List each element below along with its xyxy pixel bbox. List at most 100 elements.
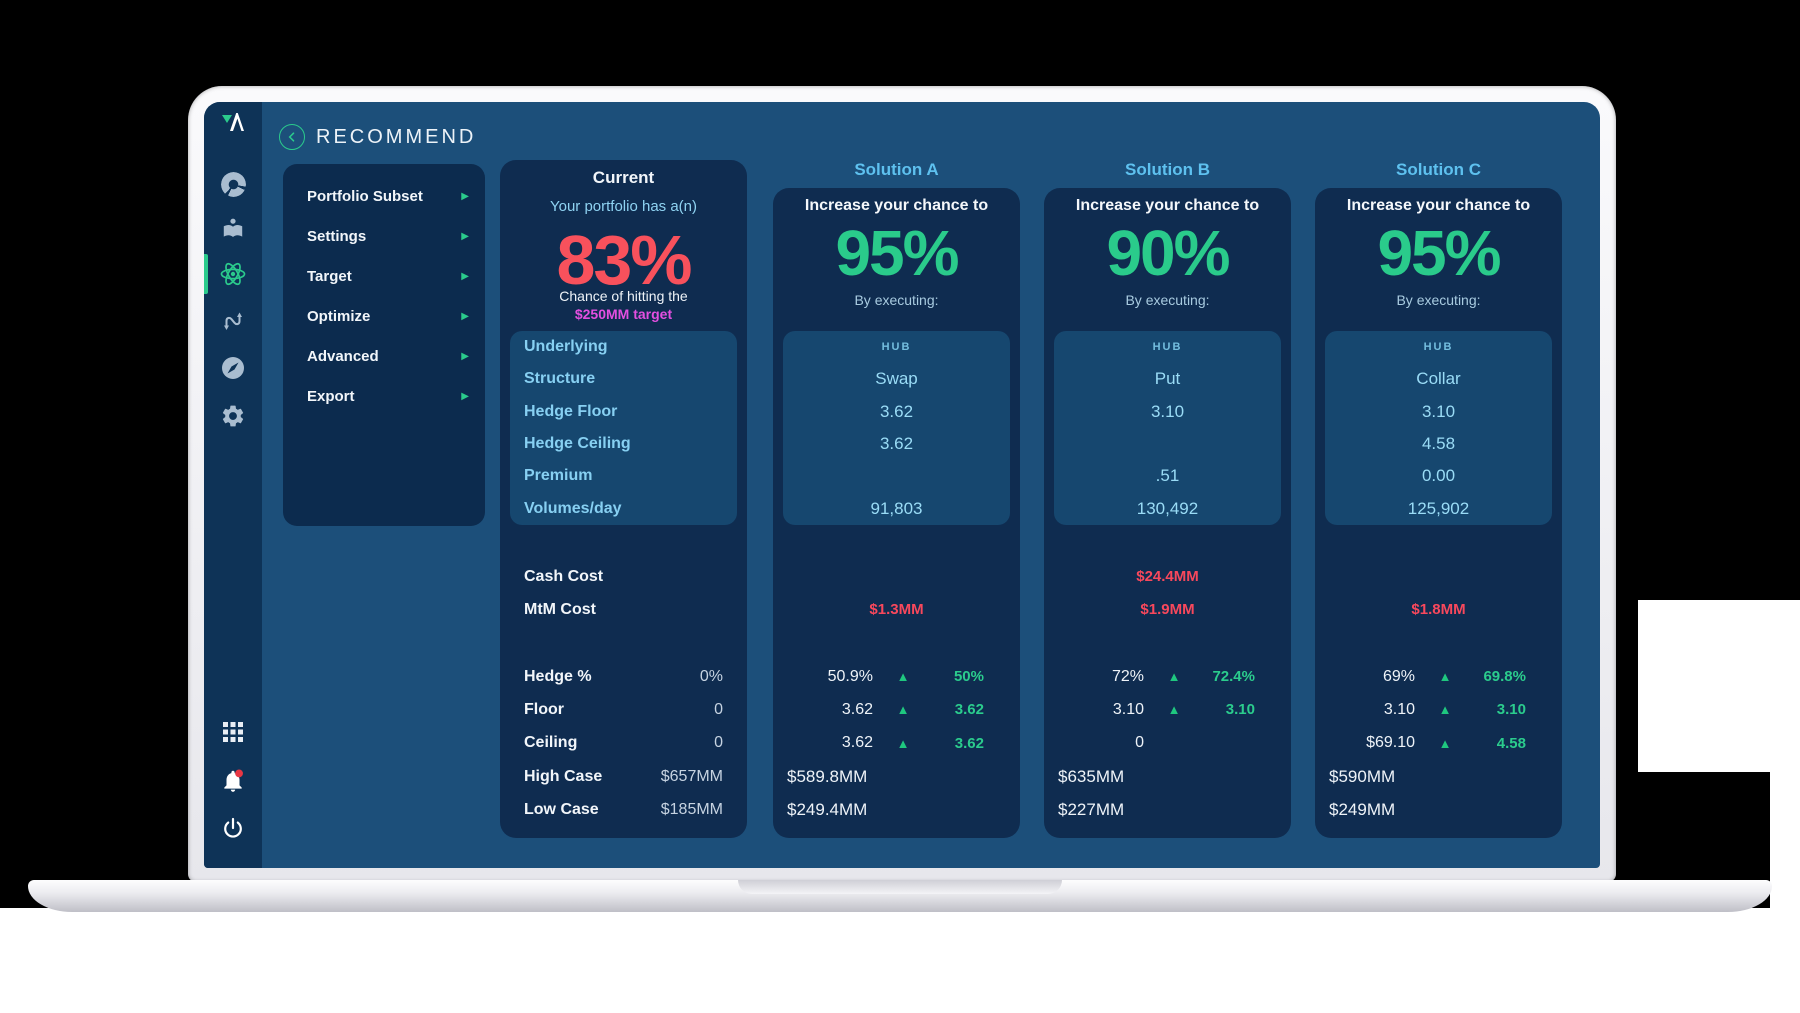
up-triangle-icon: ▲: [1438, 669, 1452, 685]
sidebar-item-education[interactable]: [213, 209, 253, 249]
app-logo[interactable]: [213, 102, 253, 142]
background-artifact: [1770, 772, 1800, 912]
solution-values-panel: HUB Collar 3.10 4.58 0.00 125,902: [1325, 331, 1552, 525]
menu-item-target[interactable]: Target ▶: [307, 267, 469, 285]
solution-lead: Increase your chance to: [1075, 197, 1260, 214]
row-labels-panel: Underlying Structure Hedge Floor Hedge C…: [510, 331, 737, 525]
low-case-value: $227MM: [1058, 799, 1125, 819]
menu-item-settings[interactable]: Settings ▶: [307, 227, 469, 245]
menu-item-advanced[interactable]: Advanced ▶: [307, 347, 469, 365]
menu-item-export[interactable]: Export ▶: [307, 387, 469, 405]
cash-cost-label: Cash Cost: [524, 567, 604, 585]
floor-comparison: 3.62 ▲ 3.62: [841, 700, 984, 719]
target-amount: $250MM target: [574, 306, 673, 322]
hedge-percent-comparison: 50.9% ▲ 50%: [827, 667, 984, 686]
background-artifact: [1638, 600, 1800, 772]
hedge-ceiling-value: [1054, 428, 1281, 460]
solution-card[interactable]: Increase your chance to 90% By executing…: [1044, 188, 1291, 838]
up-triangle-icon: ▲: [1167, 669, 1181, 685]
floor-comparison: 3.10 ▲ 3.10: [1112, 700, 1255, 719]
education-icon: [223, 218, 243, 238]
solution-title: Solution A: [854, 160, 939, 179]
structure-value: Swap: [875, 369, 918, 389]
hub-label: HUB: [1152, 341, 1183, 354]
hedge-floor-value: 3.62: [879, 401, 914, 421]
hub-label: HUB: [881, 341, 912, 354]
sidebar-item-trades[interactable]: [213, 302, 253, 342]
hedge-ceiling-value: 4.58: [1421, 434, 1456, 454]
stat-row: Ceiling 0: [524, 734, 723, 752]
laptop-notch: [738, 880, 1062, 894]
sidebar-item-optimize[interactable]: [213, 254, 253, 294]
structure-value: Collar: [1416, 369, 1461, 389]
hedge-percent-comparison: 69% ▲ 69.8%: [1382, 667, 1526, 686]
row-label: Volumes/day: [524, 499, 622, 517]
solution-column: Solution A Increase your chance to 95% B…: [773, 160, 1020, 838]
volumes-value: 125,902: [1407, 498, 1470, 518]
sidebar-item-explore[interactable]: [213, 348, 253, 388]
solution-chance-percent: 90%: [1106, 217, 1230, 289]
submenu-arrow-icon: ▶: [461, 230, 469, 242]
row-label: Hedge Ceiling: [524, 435, 631, 453]
solution-sub: By executing:: [854, 292, 939, 308]
bell-icon: [224, 769, 243, 792]
solution-stats: 69% ▲ 69.8% 3.10 ▲ 3.10 $69.10 ▲ 4.58 $5…: [1315, 660, 1562, 826]
ceiling-comparison: $69.10 ▲ 4.58: [1366, 734, 1526, 752]
page-title: RECOMMEND: [316, 126, 477, 148]
ceiling-comparison: 0: [1135, 734, 1144, 752]
submenu-arrow-icon: ▶: [461, 350, 469, 362]
current-title: Current: [592, 168, 655, 187]
floor-comparison: 3.10 ▲ 3.10: [1383, 700, 1526, 719]
notifications-button[interactable]: [213, 761, 253, 801]
row-label: Underlying: [524, 338, 608, 356]
background-artifact: [0, 908, 1800, 1013]
sidebar-item-settings[interactable]: [213, 396, 253, 436]
solution-column: Solution B Increase your chance to 90% B…: [1044, 160, 1291, 838]
atom-icon: [220, 262, 246, 286]
solution-card[interactable]: Increase your chance to 95% By executing…: [773, 188, 1020, 838]
sidebar-item-dashboard[interactable]: [213, 164, 253, 204]
solution-values-panel: HUB Put 3.10 .51 130,492: [1054, 331, 1281, 525]
up-triangle-icon: ▲: [1438, 702, 1452, 718]
solution-chance-percent: 95%: [835, 217, 959, 289]
row-label: Structure: [524, 370, 596, 388]
submenu-arrow-icon: ▶: [461, 310, 469, 322]
volumes-value: 130,492: [1136, 498, 1199, 518]
premium-value: [783, 460, 1010, 492]
logo-icon: [222, 113, 244, 131]
mtm-cost-value: $1.9MM: [1140, 601, 1195, 618]
row-label: Premium: [524, 467, 593, 485]
up-triangle-icon: ▲: [1167, 702, 1181, 718]
notification-badge: [235, 769, 243, 778]
cash-cost-value: [773, 560, 1020, 593]
up-triangle-icon: ▲: [1438, 735, 1452, 751]
submenu-arrow-icon: ▶: [461, 390, 469, 402]
high-case-value: $635MM: [1058, 766, 1125, 786]
premium-value: 0.00: [1421, 466, 1456, 486]
menu-item-portfolio-subset[interactable]: Portfolio Subset ▶: [307, 187, 469, 205]
solution-card[interactable]: Increase your chance to 95% By executing…: [1315, 188, 1562, 838]
menu-item-optimize[interactable]: Optimize ▶: [307, 307, 469, 325]
volumes-value: 91,803: [870, 498, 923, 518]
power-button[interactable]: [213, 809, 253, 849]
current-chance-percent: 83%: [556, 221, 692, 299]
sidebar: [204, 102, 262, 868]
mtm-cost-value: $1.8MM: [1411, 601, 1466, 618]
current-stats: Hedge % 0% Floor 0 Ceiling 0 High Case $…: [500, 660, 747, 826]
high-case-value: $590MM: [1329, 766, 1396, 786]
up-triangle-icon: ▲: [896, 702, 910, 718]
low-case-value: $249.4MM: [787, 799, 868, 819]
hub-label: HUB: [1423, 341, 1454, 354]
apps-grid-button[interactable]: [213, 712, 253, 752]
laptop-base: [28, 880, 1772, 912]
solution-stats: 50.9% ▲ 50% 3.62 ▲ 3.62 3.62 ▲ 3.62 $589…: [773, 660, 1020, 826]
mtm-cost-label: MtM Cost: [524, 600, 596, 618]
back-button[interactable]: [279, 124, 305, 150]
swap-icon: [224, 312, 242, 330]
solution-sub: By executing:: [1125, 292, 1210, 308]
low-case-value: $249MM: [1329, 799, 1396, 819]
options-menu: Portfolio Subset ▶ Settings ▶ Target ▶ O…: [283, 164, 485, 526]
stat-row: High Case $657MM: [524, 767, 723, 785]
submenu-arrow-icon: ▶: [461, 190, 469, 202]
